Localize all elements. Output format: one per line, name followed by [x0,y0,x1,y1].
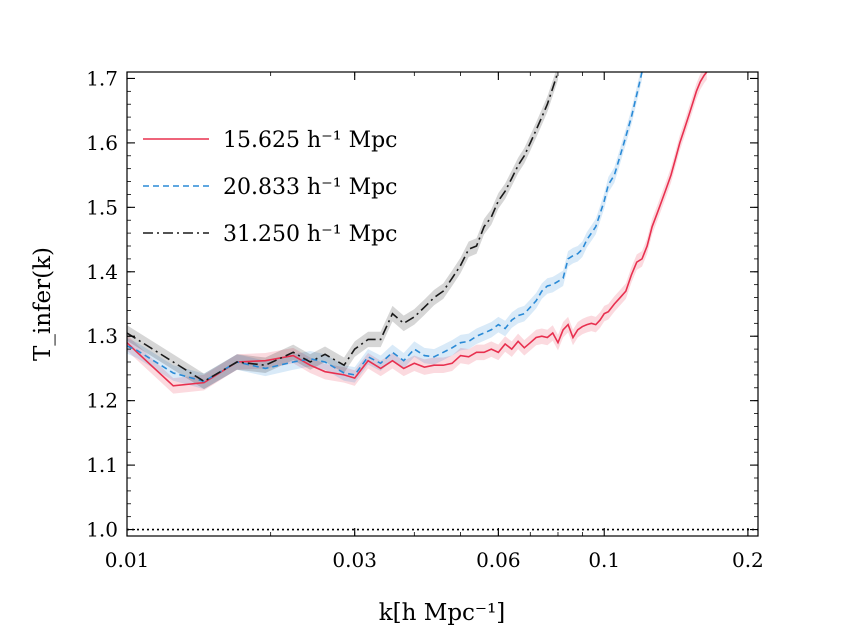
legend-label: 31.250 h⁻¹ Mpc [223,222,398,247]
x-axis-label: k[h Mpc⁻¹] [379,600,506,626]
confidence-bands [127,72,707,394]
legend-label: 15.625 h⁻¹ Mpc [223,128,398,153]
y-tick-label: 1.0 [86,518,118,542]
y-tick-label: 1.3 [86,324,118,348]
y-tick-label: 1.7 [86,66,118,90]
y-tick-label: 1.1 [86,453,118,477]
series-lines [127,72,708,387]
y-axis-label: T_infer(k) [30,247,56,361]
tick-labels: 1.0 1.1 1.2 1.3 1.4 1.5 1.6 1.7 0.01 0.03 0.06 0.1 0… [86,66,764,572]
x-tick-label: 0.2 [732,548,764,572]
legend-entry-1: 15.625 h⁻¹ Mpc [143,128,398,153]
y-tick-label: 1.4 [86,260,118,284]
legend-label: 20.833 h⁻¹ Mpc [223,175,398,200]
y-tick-label: 1.5 [86,195,118,219]
x-axis-title: k[h Mpc⁻¹] [379,600,506,626]
plot-frame [126,71,759,537]
x-tick-label: 0.1 [588,548,620,572]
axis-ticks [126,72,758,536]
x-tick-label: 0.03 [332,548,377,572]
x-tick-label: 0.01 [105,548,150,572]
legend-entry-2: 20.833 h⁻¹ Mpc [143,175,398,200]
series-band-3 [127,72,558,390]
legend: 15.625 h⁻¹ Mpc 20.833 h⁻¹ Mpc 31.250 h⁻¹ M… [143,128,398,247]
series-line-3 [127,72,559,383]
y-axis-title: T_infer(k) [30,247,56,361]
y-tick-label: 1.6 [86,131,118,155]
x-tick-label: 0.06 [476,548,521,572]
series-line-2 [127,72,643,383]
series-line-1 [127,72,708,387]
y-tick-label: 1.2 [86,389,118,413]
legend-entry-3: 31.250 h⁻¹ Mpc [143,222,398,247]
